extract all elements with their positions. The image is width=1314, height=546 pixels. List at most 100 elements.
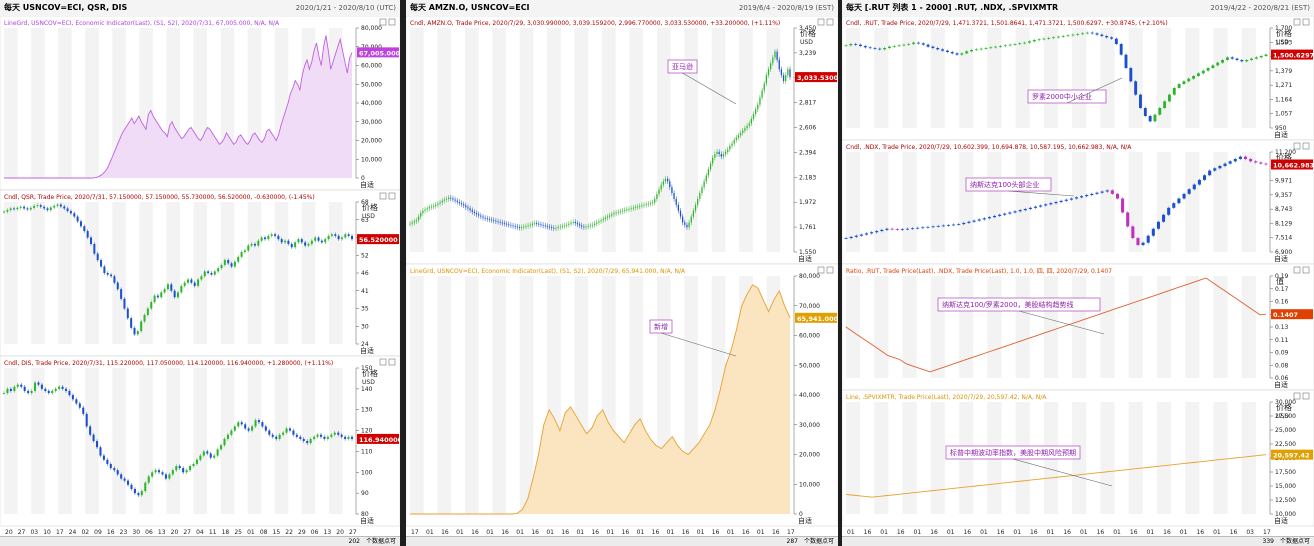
- candle-body: [785, 75, 787, 82]
- autoscale-label[interactable]: 自适: [798, 254, 812, 263]
- y-tick-label: 70,000: [799, 303, 820, 310]
- candle-body: [1264, 163, 1268, 165]
- autoscale-label[interactable]: 自适: [360, 346, 374, 355]
- candle-body: [1197, 179, 1201, 185]
- close-icon[interactable]: [388, 192, 396, 200]
- pane-chart-svg[interactable]: LineGrd, USNCOV=ECI, Economic Indicator(…: [0, 16, 400, 546]
- candle-body: [649, 203, 652, 204]
- grid-band: [85, 368, 99, 514]
- candle-body: [439, 202, 441, 204]
- autoscale-label[interactable]: 自适: [1274, 130, 1288, 139]
- y-tick-label: 24: [361, 341, 369, 348]
- close-icon[interactable]: [1302, 392, 1310, 400]
- restore-icon[interactable]: [817, 266, 825, 274]
- close-icon[interactable]: [388, 358, 396, 366]
- close-icon[interactable]: [826, 266, 834, 274]
- candle-body: [288, 428, 292, 431]
- series-line: [4, 35, 353, 179]
- restore-icon[interactable]: [379, 358, 387, 366]
- candle-body: [96, 253, 99, 261]
- restore-icon[interactable]: [1293, 142, 1301, 150]
- pane-divider[interactable]: [838, 0, 842, 546]
- candle-body: [109, 463, 112, 469]
- candle-body: [645, 204, 647, 206]
- grid-band: [437, 28, 452, 252]
- candle-body: [432, 206, 435, 207]
- candle-body: [437, 203, 439, 205]
- subchart-legend: Cndl, .RUT, Trade Price, 2020/7/29, 1,47…: [846, 20, 1168, 27]
- candle-body: [890, 228, 894, 230]
- x-tick-label: 01: [1147, 529, 1155, 536]
- restore-icon[interactable]: [1293, 392, 1301, 400]
- pane-chart-svg[interactable]: Cndl, AMZN.O, Trade Price, 2020/7/29, 3,…: [406, 16, 838, 546]
- candle-body: [210, 273, 213, 275]
- candle-body: [1085, 32, 1089, 34]
- close-icon[interactable]: [1302, 266, 1310, 274]
- candle-body: [699, 193, 701, 199]
- close-icon[interactable]: [388, 18, 396, 26]
- autoscale-label[interactable]: 自适: [1274, 380, 1288, 389]
- candle-body: [185, 470, 188, 473]
- restore-icon[interactable]: [1293, 266, 1301, 274]
- series-line: [410, 284, 791, 515]
- close-icon[interactable]: [1302, 18, 1310, 26]
- restore-icon[interactable]: [817, 18, 825, 26]
- restore-icon[interactable]: [379, 192, 387, 200]
- candle-body: [739, 132, 742, 136]
- candle-body: [445, 198, 448, 200]
- candle-body: [596, 222, 598, 224]
- candle-body: [1071, 34, 1075, 36]
- pane-chart-svg[interactable]: Cndl, .RUT, Trade Price, 2020/7/29, 1,47…: [842, 16, 1314, 546]
- candle-body: [223, 438, 226, 446]
- candle-body: [79, 221, 82, 227]
- restore-icon[interactable]: [379, 18, 387, 26]
- y-tick-label: 20,000: [799, 452, 820, 459]
- autoscale-label[interactable]: 自适: [798, 516, 812, 525]
- pane-divider[interactable]: [400, 0, 406, 546]
- candle-body: [639, 206, 641, 207]
- x-tick-label: 01: [697, 529, 705, 536]
- y-tick-label: 9,357: [1275, 192, 1292, 199]
- autoscale-label[interactable]: 自适: [1274, 516, 1288, 525]
- candle-body: [1090, 32, 1094, 34]
- y-tick-label: 1,164: [1275, 96, 1292, 103]
- autoscale-label[interactable]: 自适: [360, 180, 374, 189]
- candle-body: [598, 221, 600, 223]
- candle-body: [415, 220, 418, 222]
- candle-body: [158, 470, 161, 473]
- grid-band: [1213, 276, 1228, 378]
- autoscale-label[interactable]: 自适: [1274, 254, 1288, 263]
- candle-body: [244, 424, 247, 429]
- candle-body: [682, 216, 684, 223]
- candle-body: [993, 215, 997, 218]
- candle-body: [484, 217, 486, 219]
- candle-body: [555, 227, 557, 229]
- candle-body: [220, 445, 223, 450]
- close-icon[interactable]: [1302, 142, 1310, 150]
- candle-body: [1033, 206, 1038, 208]
- grid-band: [328, 202, 343, 344]
- y-tick-label: 2,817: [799, 100, 816, 107]
- candle-body: [617, 211, 619, 213]
- candle-body: [130, 484, 133, 489]
- candle-body: [216, 449, 219, 456]
- grid-band: [1072, 152, 1087, 252]
- x-tick-label: 20: [336, 529, 344, 536]
- close-icon[interactable]: [826, 18, 834, 26]
- restore-icon[interactable]: [1293, 18, 1301, 26]
- candle-body: [1037, 39, 1041, 41]
- annotation-text: 标普中期波动率指数，美股中期风险预期: [950, 448, 1076, 457]
- autoscale-label[interactable]: 自适: [360, 516, 374, 525]
- candle-body: [409, 223, 411, 225]
- grid-band: [464, 276, 479, 514]
- candle-body: [570, 222, 572, 224]
- x-tick-label: 01: [546, 529, 554, 536]
- candle-body: [602, 218, 604, 221]
- candle-body: [6, 210, 9, 212]
- candle-body: [233, 426, 236, 431]
- x-tick-label: 01: [757, 529, 765, 536]
- annotation-text: 亚马逊: [672, 62, 693, 71]
- candle-body: [525, 226, 527, 227]
- candle-body: [243, 250, 246, 253]
- candle-body: [1080, 196, 1084, 198]
